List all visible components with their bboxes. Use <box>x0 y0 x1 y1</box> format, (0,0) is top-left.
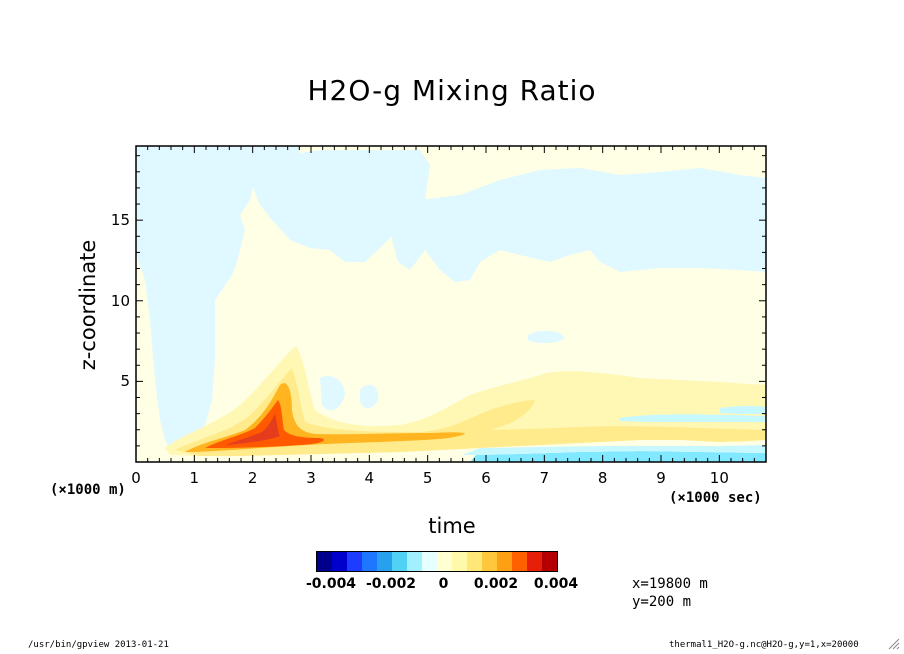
field-region-upper-blue-bands <box>250 150 430 262</box>
x-tick-label: 7 <box>539 469 550 487</box>
coord-info-x: x=19800 m <box>632 576 708 592</box>
field-region-surface-lightcyan <box>462 445 766 455</box>
footer-left: /usr/bin/gpview 2013-01-21 <box>28 640 169 650</box>
y-tick-label: 5 <box>120 372 130 391</box>
footer-right: thermal1_H2O-g.nc@H2O-g,y=1,x=20000 <box>669 640 859 650</box>
colorbar-swatch <box>407 552 422 571</box>
colorbar-swatch <box>512 552 527 571</box>
coord-info-y: y=200 m <box>632 594 692 610</box>
y-tick-label: 10 <box>110 291 130 310</box>
colorbar-tick-label: -0.002 <box>365 576 417 592</box>
x-tick-label: 0 <box>131 469 141 487</box>
x-tick-label: 8 <box>597 469 608 487</box>
x-tick-label: 9 <box>656 469 666 487</box>
field-region-red-max <box>205 400 324 448</box>
colorbar-swatch <box>467 552 482 571</box>
x-axis-label: time <box>428 514 476 538</box>
field-region-right-streak <box>620 414 766 422</box>
x-tick-label: 6 <box>481 469 491 487</box>
field-region-red-core <box>225 414 280 445</box>
x-tick-label: 2 <box>247 469 258 487</box>
field-region-upper-patch-2 <box>615 208 700 242</box>
axes <box>135 145 767 463</box>
colorbar-swatch <box>362 552 377 571</box>
colorbar-swatch <box>422 552 437 571</box>
y-tick-label: 15 <box>110 211 130 230</box>
colorbar-swatch <box>347 552 362 571</box>
colorbar-swatch <box>317 552 332 571</box>
colorbar-swatch <box>332 552 347 571</box>
y-axis-label: z-coordinate <box>76 239 100 371</box>
colorbar-swatch <box>482 552 497 571</box>
x-tick-label: 10 <box>709 469 729 487</box>
chart-title: H2O-g Mixing Ratio <box>307 74 597 107</box>
field-region-yellow-deeper <box>175 368 766 456</box>
colorbar <box>316 551 558 572</box>
field-region-upper-right-blue <box>390 168 766 282</box>
colorbar-tick-label: 0.002 <box>473 576 519 592</box>
colorbar-tick-label: 0 <box>438 576 449 592</box>
field-shading <box>136 146 766 462</box>
colorbar-swatch <box>437 552 452 571</box>
colorbar-swatch <box>497 552 512 571</box>
colorbar-tick-label: -0.004 <box>305 576 357 592</box>
field-region-mid-blue-small-2 <box>320 375 345 411</box>
y-unit-note: (×1000 m) <box>50 482 126 498</box>
x-unit-note: (×1000 sec) <box>669 490 762 506</box>
field-region-mid-blue-small-3 <box>360 384 379 409</box>
x-tick-label: 1 <box>189 469 200 487</box>
field-region-upper-patch-1 <box>515 216 570 250</box>
colorbar-swatch <box>527 552 542 571</box>
x-tick-label: 4 <box>364 469 375 487</box>
colorbar-swatch <box>452 552 467 571</box>
field-region-right-streak-2 <box>720 406 766 414</box>
colorbar-tick-label: 0.004 <box>533 576 579 592</box>
colorbar-swatch <box>377 552 392 571</box>
field-region-upper-left-blue <box>136 146 300 455</box>
colorbar-swatch <box>392 552 407 571</box>
resize-grip-icon[interactable] <box>888 638 900 650</box>
colorbar-swatch <box>542 552 557 571</box>
x-tick-label: 3 <box>306 469 316 487</box>
field-region-mid-blue-small <box>528 330 565 344</box>
x-tick-label: 5 <box>422 469 433 487</box>
